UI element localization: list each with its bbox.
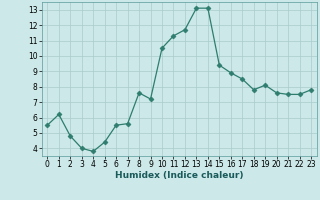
X-axis label: Humidex (Indice chaleur): Humidex (Indice chaleur)	[115, 171, 244, 180]
